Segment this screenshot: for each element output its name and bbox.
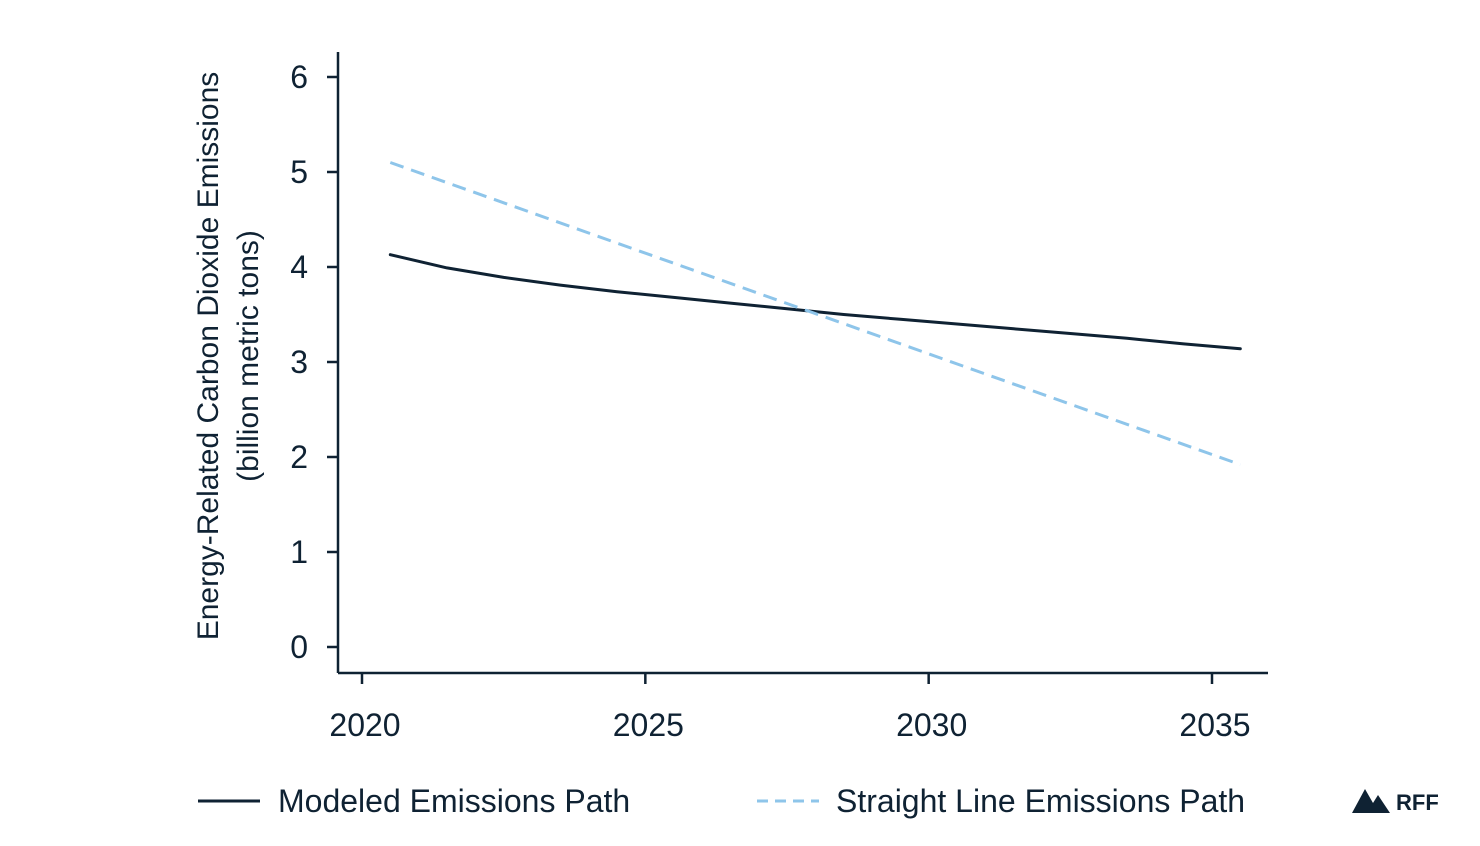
series-lines — [388, 161, 1242, 467]
legend-label-straight: Straight Line Emissions Path — [836, 783, 1245, 819]
x-tick-label: 2030 — [896, 707, 967, 743]
y-axis-title: Energy-Related Carbon Dioxide Emissions … — [192, 72, 265, 641]
y-tick-label: 1 — [290, 534, 308, 570]
y-tick-label: 4 — [290, 249, 308, 285]
y-axis-title-line2: (billion metric tons) — [232, 230, 265, 482]
y-axis: 0 1 2 3 4 5 6 — [290, 52, 340, 673]
mountain-icon — [1352, 789, 1390, 813]
rff-logo: RFF — [1352, 789, 1439, 815]
y-tick-label: 0 — [290, 629, 308, 665]
rff-logo-text: RFF — [1396, 790, 1439, 815]
series-line-modeled — [388, 253, 1242, 351]
legend-label-modeled: Modeled Emissions Path — [278, 783, 630, 819]
x-axis: 2020 2025 2030 2035 — [329, 671, 1268, 743]
y-tick-label: 6 — [290, 59, 308, 95]
y-tick-label: 2 — [290, 439, 308, 475]
y-axis-title-line1: Energy-Related Carbon Dioxide Emissions — [192, 72, 225, 641]
x-tick-label: 2035 — [1179, 707, 1250, 743]
legend: Modeled Emissions Path Straight Line Emi… — [198, 783, 1245, 819]
x-tick-label: 2020 — [329, 707, 400, 743]
x-tick-label: 2025 — [613, 707, 684, 743]
y-tick-label: 5 — [290, 154, 308, 190]
y-tick-label: 3 — [290, 344, 308, 380]
series-line-straight — [389, 161, 1241, 467]
